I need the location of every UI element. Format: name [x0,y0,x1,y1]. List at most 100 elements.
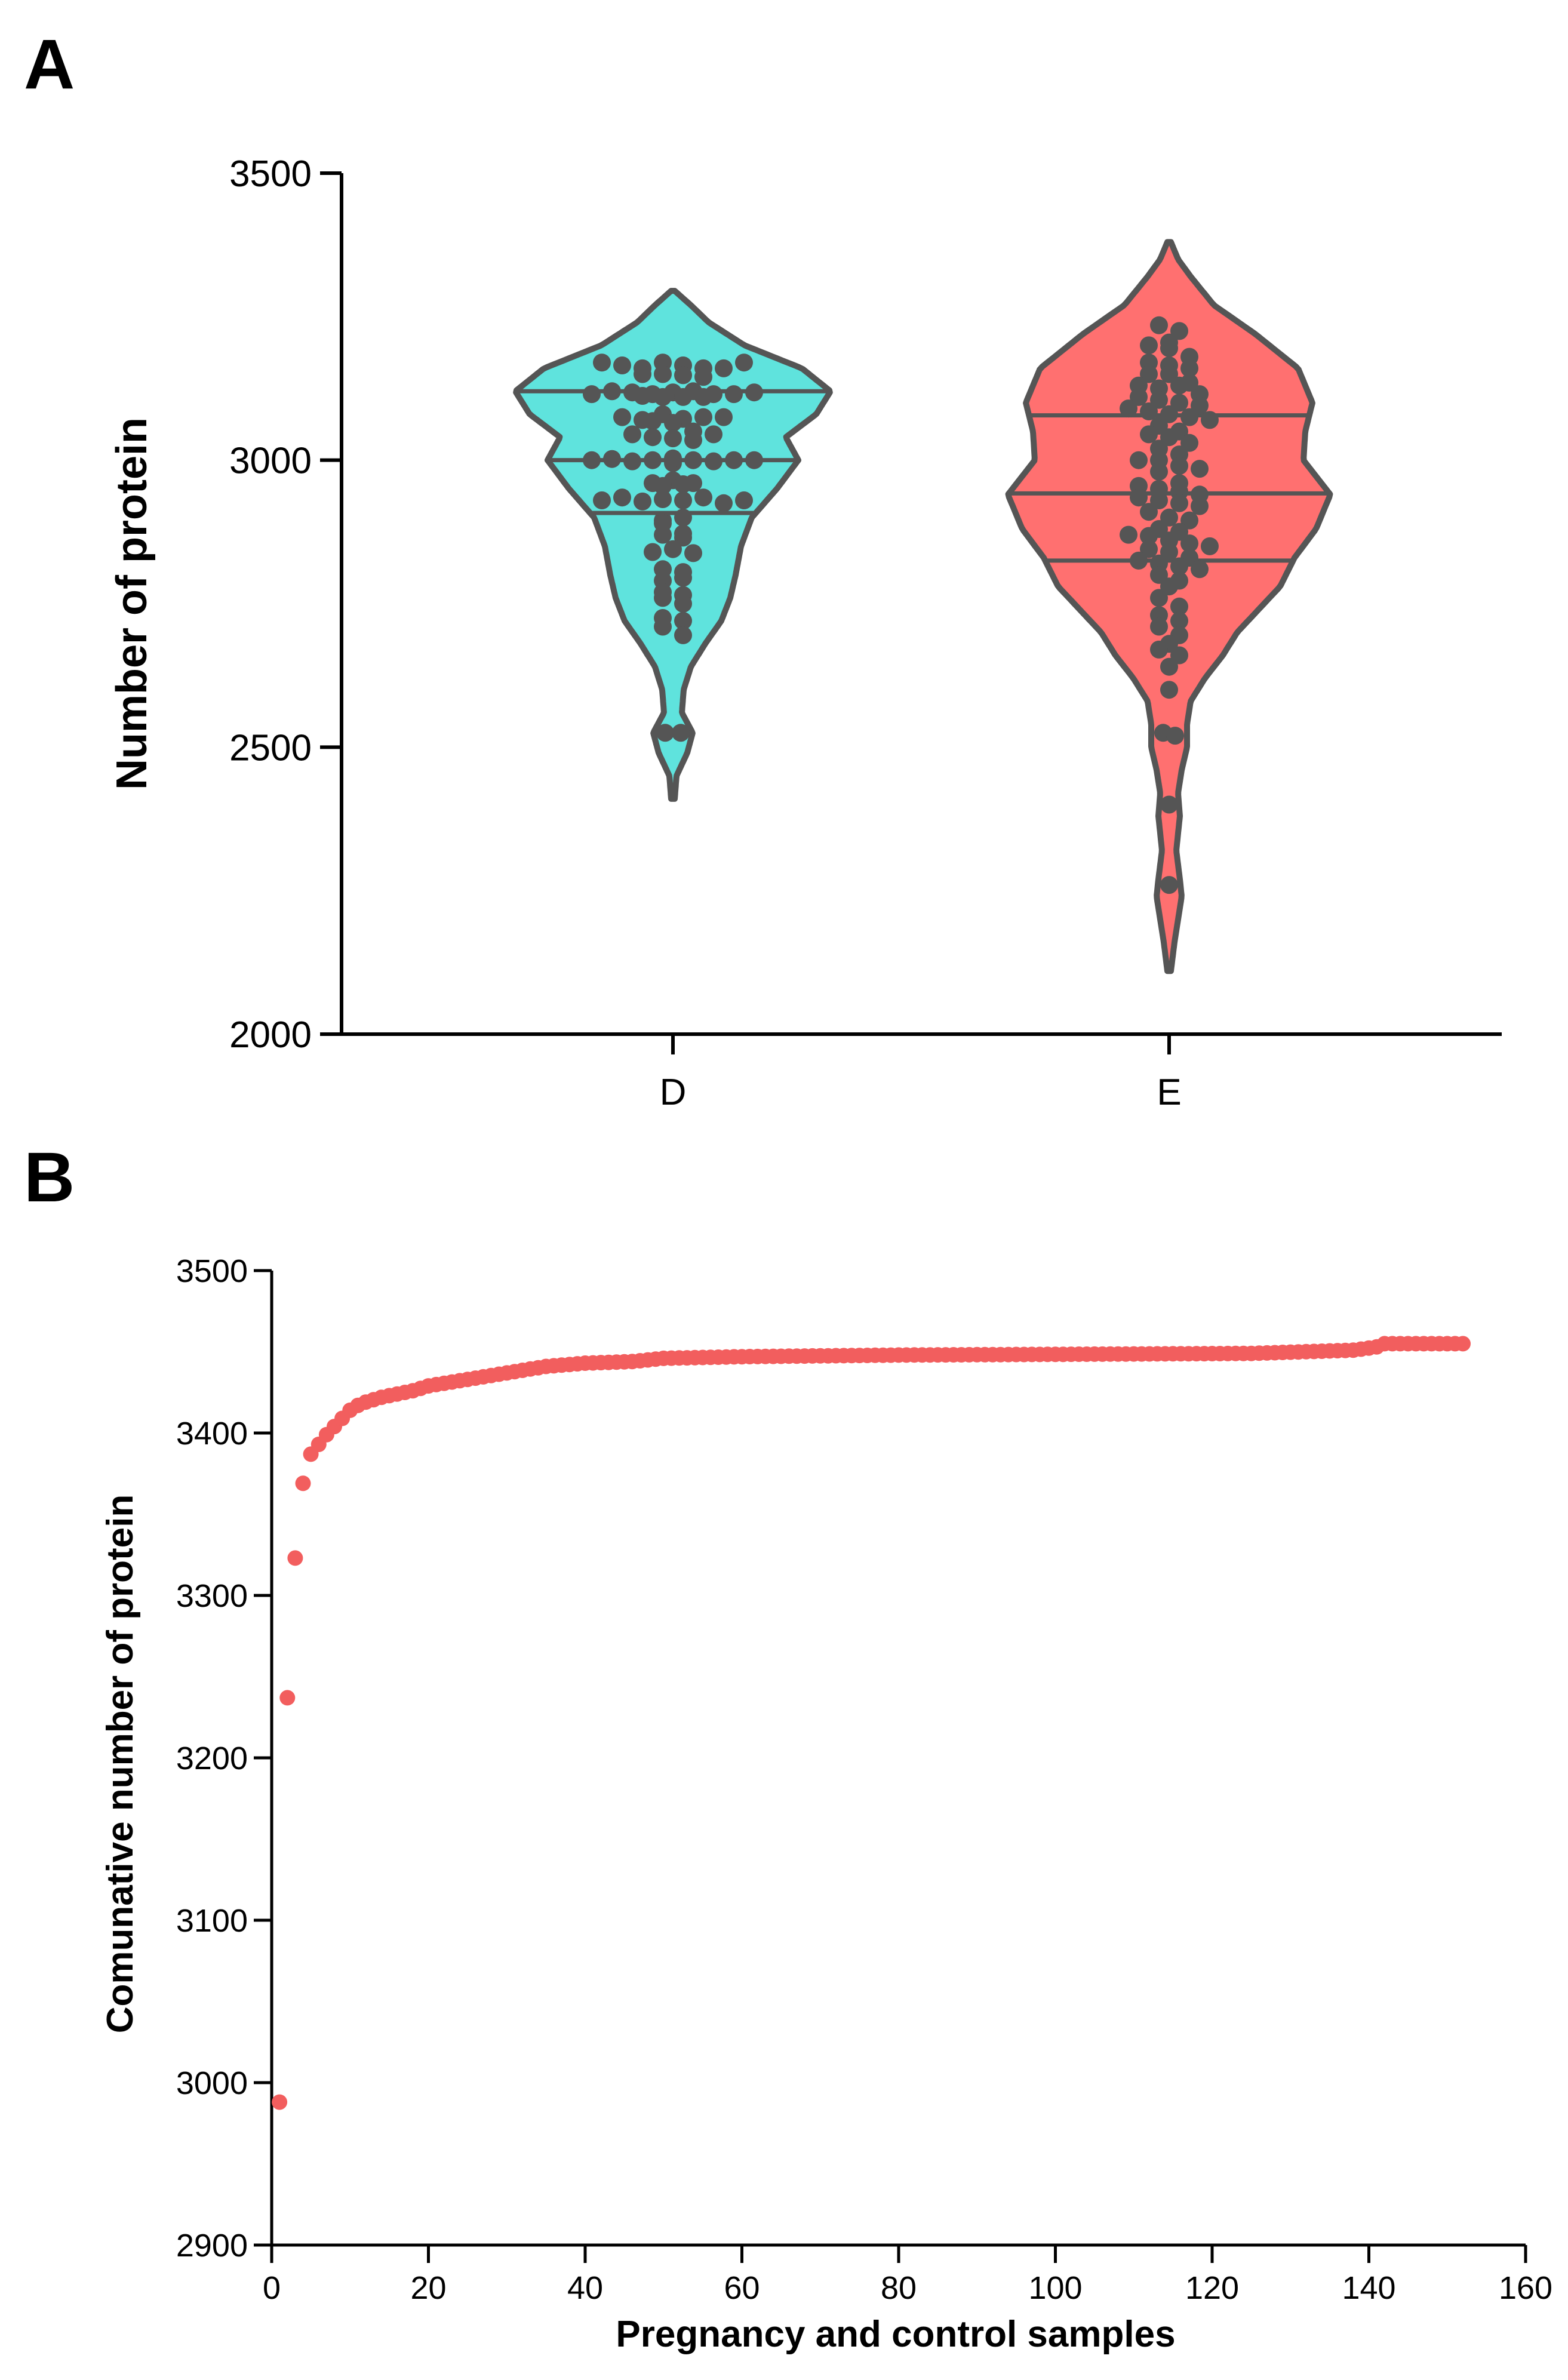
data-point [295,1475,311,1492]
data-point-d [684,544,702,562]
x-tick-label: 40 [567,2270,603,2306]
x-tick-label: E [1157,1072,1181,1113]
data-point-e [1170,557,1188,576]
data-point-e [1191,396,1209,415]
data-point-d [674,508,692,527]
data-point-e [1170,322,1188,340]
data-point-d [593,491,611,509]
data-point-e [1150,390,1168,409]
data-point-e [1180,359,1198,377]
data-point-e [1130,488,1148,507]
data-point-e [1160,577,1178,596]
data-point-d [634,492,651,511]
data-point-d [684,451,702,469]
y-tick-label: 2500 [229,727,312,768]
data-point-d [623,425,641,444]
data-point-e [1150,462,1168,481]
data-point-d [603,450,621,468]
x-tick-label: 100 [1028,2270,1082,2306]
data-point-e [1150,316,1168,334]
y-tick-label: 3500 [176,1253,248,1289]
data-point-d [664,429,682,448]
data-point-d [705,452,722,471]
panel-label-a: A [24,25,75,104]
violin-e [1005,239,1333,974]
data-point-e [1120,399,1137,418]
data-point-d [694,368,712,386]
x-tick-label: 80 [881,2270,917,2306]
data-point-d [674,475,692,493]
data-point-d [745,451,763,469]
data-point-d [745,383,763,402]
data-point [287,1550,303,1566]
data-point-e [1140,425,1158,444]
x-tick-label: 0 [263,2270,281,2306]
data-point-e [1160,795,1178,814]
data-point-e [1170,393,1188,412]
data-point-e [1150,640,1168,659]
data-point-e [1191,560,1209,579]
data-point-e [1166,727,1184,745]
y-axis-title: Comunative number of protein [100,1495,141,2033]
data-point-d [644,451,662,469]
data-point-d [672,724,690,742]
y-tick-label: 3500 [229,153,312,195]
data-point-d [664,414,682,432]
data-point-e [1170,494,1188,512]
data-point-e [1180,511,1198,530]
y-tick-label: 3000 [229,441,312,482]
y-tick-label: 2000 [229,1014,312,1056]
data-point-e [1150,491,1168,509]
data-point-d [674,626,692,644]
data-point-d [654,525,672,544]
data-point-d [725,451,743,469]
data-point-d [684,431,702,449]
data-point-d [634,365,651,383]
data-point-e [1160,681,1178,699]
data-point-d [603,382,621,401]
x-tick-label: 140 [1342,2270,1395,2306]
data-point-e [1140,365,1158,383]
data-point-e [1170,376,1188,395]
data-point-d [644,428,662,447]
x-tick-label: D [660,1072,687,1113]
x-tick-label: 120 [1185,2270,1239,2306]
data-point-d [674,524,692,543]
data-point-d [674,491,692,509]
data-point-e [1170,457,1188,475]
data-point-e [1140,336,1158,355]
data-point-e [1150,565,1168,584]
data-point-d [613,356,631,374]
data-point-e [1160,428,1178,447]
data-point-d [705,425,722,444]
data-point [279,1690,296,1706]
data-point-e [1150,589,1168,607]
data-point-e [1160,657,1178,676]
data-point-e [1201,411,1219,429]
data-point-e [1170,597,1188,616]
panel-b-scatter-chart: 2900 3000 3100 3200 3300 3400 3500 0 20 40 60 80 100… [100,1253,1552,2355]
data-point-d [583,451,601,469]
panel-a-violin-chart: 2000 2500 3000 3500 D E Number of protein [108,153,1502,1113]
data-point-d [623,452,641,471]
data-point-d [656,724,674,742]
data-point-e [1160,508,1178,527]
data-point-d [694,408,712,426]
y-tick-label: 3400 [176,1416,248,1452]
panel-label-b: B [24,1138,75,1217]
data-point-e [1140,540,1158,558]
data-point-e [1191,497,1209,515]
data-point-e [1130,388,1148,406]
data-point-e [1150,617,1168,636]
y-tick-label: 3100 [176,1903,248,1939]
data-point-d [664,449,682,468]
data-point-e [1170,646,1188,665]
data-point-d [644,543,662,561]
data-point-d [674,595,692,613]
data-point [272,2094,288,2110]
y-tick-label: 3200 [176,1741,248,1776]
data-point-d [674,611,692,630]
data-point-e [1180,433,1198,452]
data-point-d [735,353,753,372]
